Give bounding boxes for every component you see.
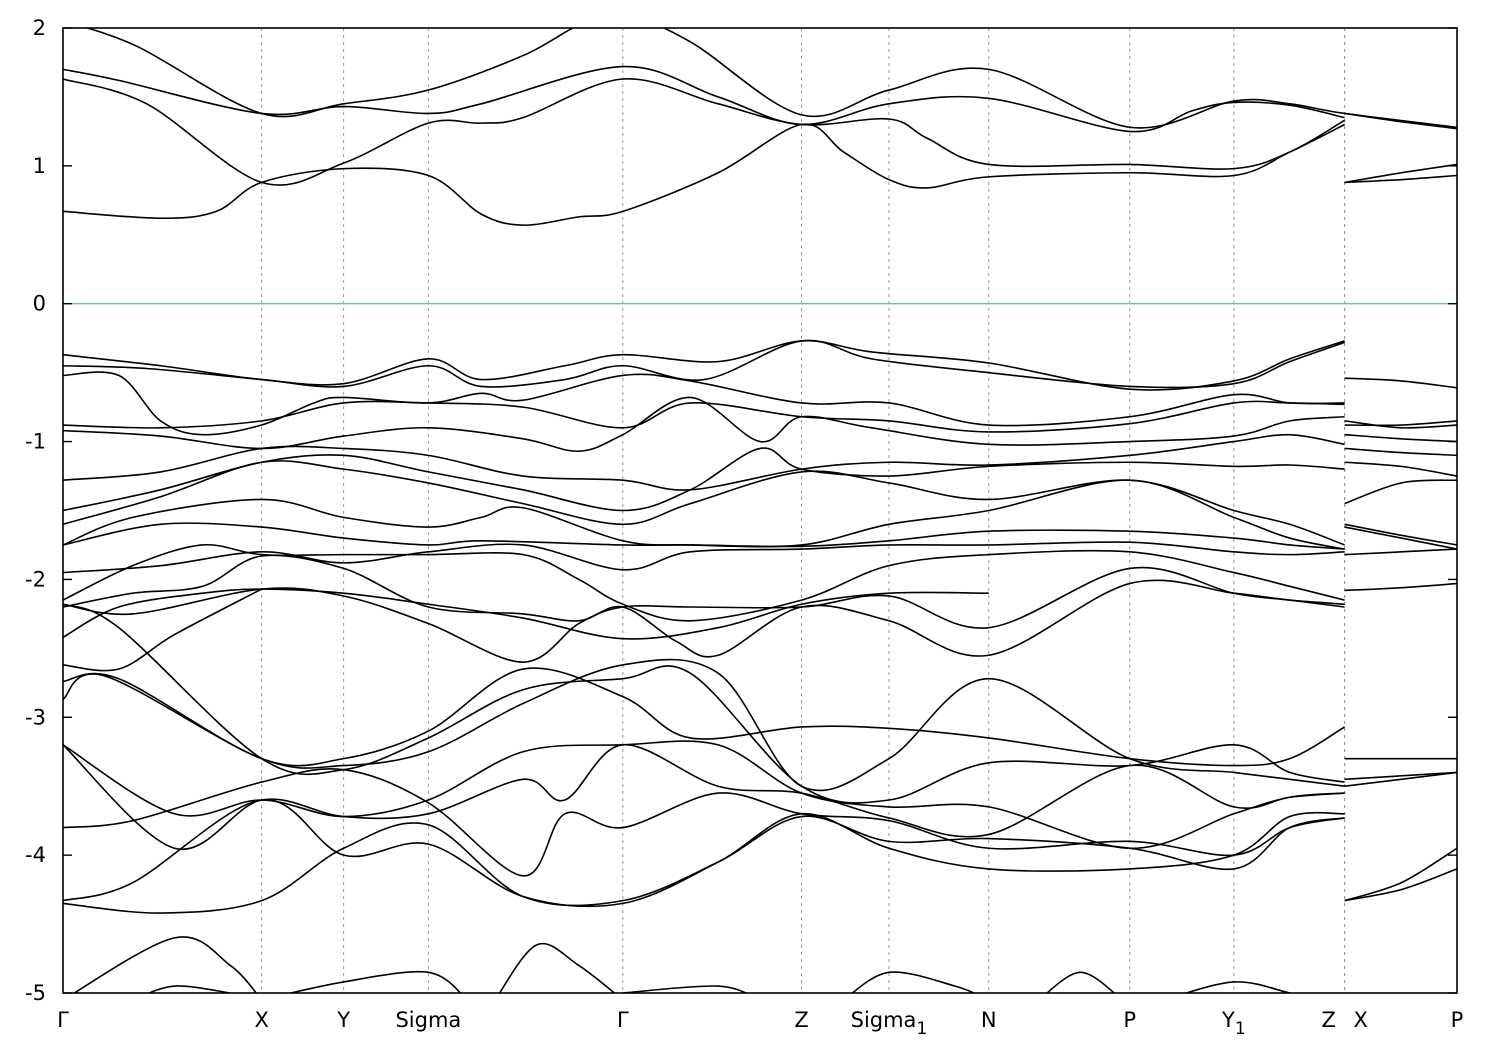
band-line-54 [1183,981,1294,993]
band-line-19 [1344,461,1457,477]
x-tick-label: Z [794,1008,808,1032]
band-line-41 [63,744,1345,851]
y-axis-ticks: -5 -4 -3 -2 -1 0 1 2 [25,16,1457,1005]
band-line-40 [1344,771,1457,781]
plot-frame [62,27,1458,994]
band-line-25 [1344,526,1457,550]
band-line-47 [72,936,258,993]
band-line-11 [1344,420,1457,427]
band-line-43 [1344,847,1457,902]
x-tick-label: Γ [617,1008,629,1032]
y-tick-label: 1 [33,154,46,178]
band-line-0 [63,123,1345,226]
x-tick-label: Γ [57,1008,69,1032]
band-line-28 [63,543,1345,622]
band-line-10 [63,371,1345,436]
band-line-17 [1344,447,1457,457]
x-tick-label: X [1353,1008,1367,1032]
band-line-51 [622,985,748,993]
band-line-9 [63,339,1345,389]
band-line-31 [63,566,1345,663]
band-line-46 [63,815,1345,914]
band-line-45 [1344,868,1457,902]
band-line-52 [851,971,977,993]
band-line-23 [1344,523,1457,546]
band-line-2 [63,78,1346,186]
band-line-8 [1344,377,1457,389]
band-line-18 [63,447,1345,512]
band-line-38 [63,603,1345,804]
band-line-6 [84,28,1457,129]
band-line-4 [63,65,1345,133]
y-tick-label: -2 [25,567,46,591]
band-line-37 [1344,771,1457,788]
y-tick-label: -4 [25,843,46,867]
band-line-32 [63,588,989,640]
band-line-36 [63,658,1345,792]
x-tick-label: Sigma [395,1008,461,1032]
band-line-21 [1344,479,1457,505]
band-line-26 [63,541,1345,574]
x-tick-label: N [981,1008,997,1032]
x-tick-label: Y [336,1008,350,1032]
band-line-15 [1344,433,1457,443]
band-line-42 [63,768,1345,877]
band-line-1 [1344,174,1457,184]
band-line-53 [1045,971,1116,993]
band-line-3 [1344,163,1457,184]
x-tick-label: X [254,1008,268,1032]
y-tick-label: 0 [33,292,46,316]
band-line-13 [1344,420,1457,429]
x-tick-label: Z [1321,1008,1335,1032]
band-line-12 [63,400,1345,433]
band-line-27 [1344,548,1457,556]
band-line-29 [1344,582,1457,592]
band-line-30 [63,554,1345,658]
y-tick-label: -3 [25,705,46,729]
y-tick-label: -5 [25,981,46,1005]
band-line-50 [498,942,616,993]
band-line-48 [147,985,231,993]
x-tick-label: P [1123,1008,1136,1032]
band-line-33 [63,588,263,672]
band-line-24 [63,522,1345,550]
y-tick-label: -1 [25,430,46,454]
band-lines [63,28,1457,993]
y-tick-label: 2 [33,16,46,40]
band-line-14 [63,396,1345,453]
x-tick-label: P [1451,1008,1464,1032]
